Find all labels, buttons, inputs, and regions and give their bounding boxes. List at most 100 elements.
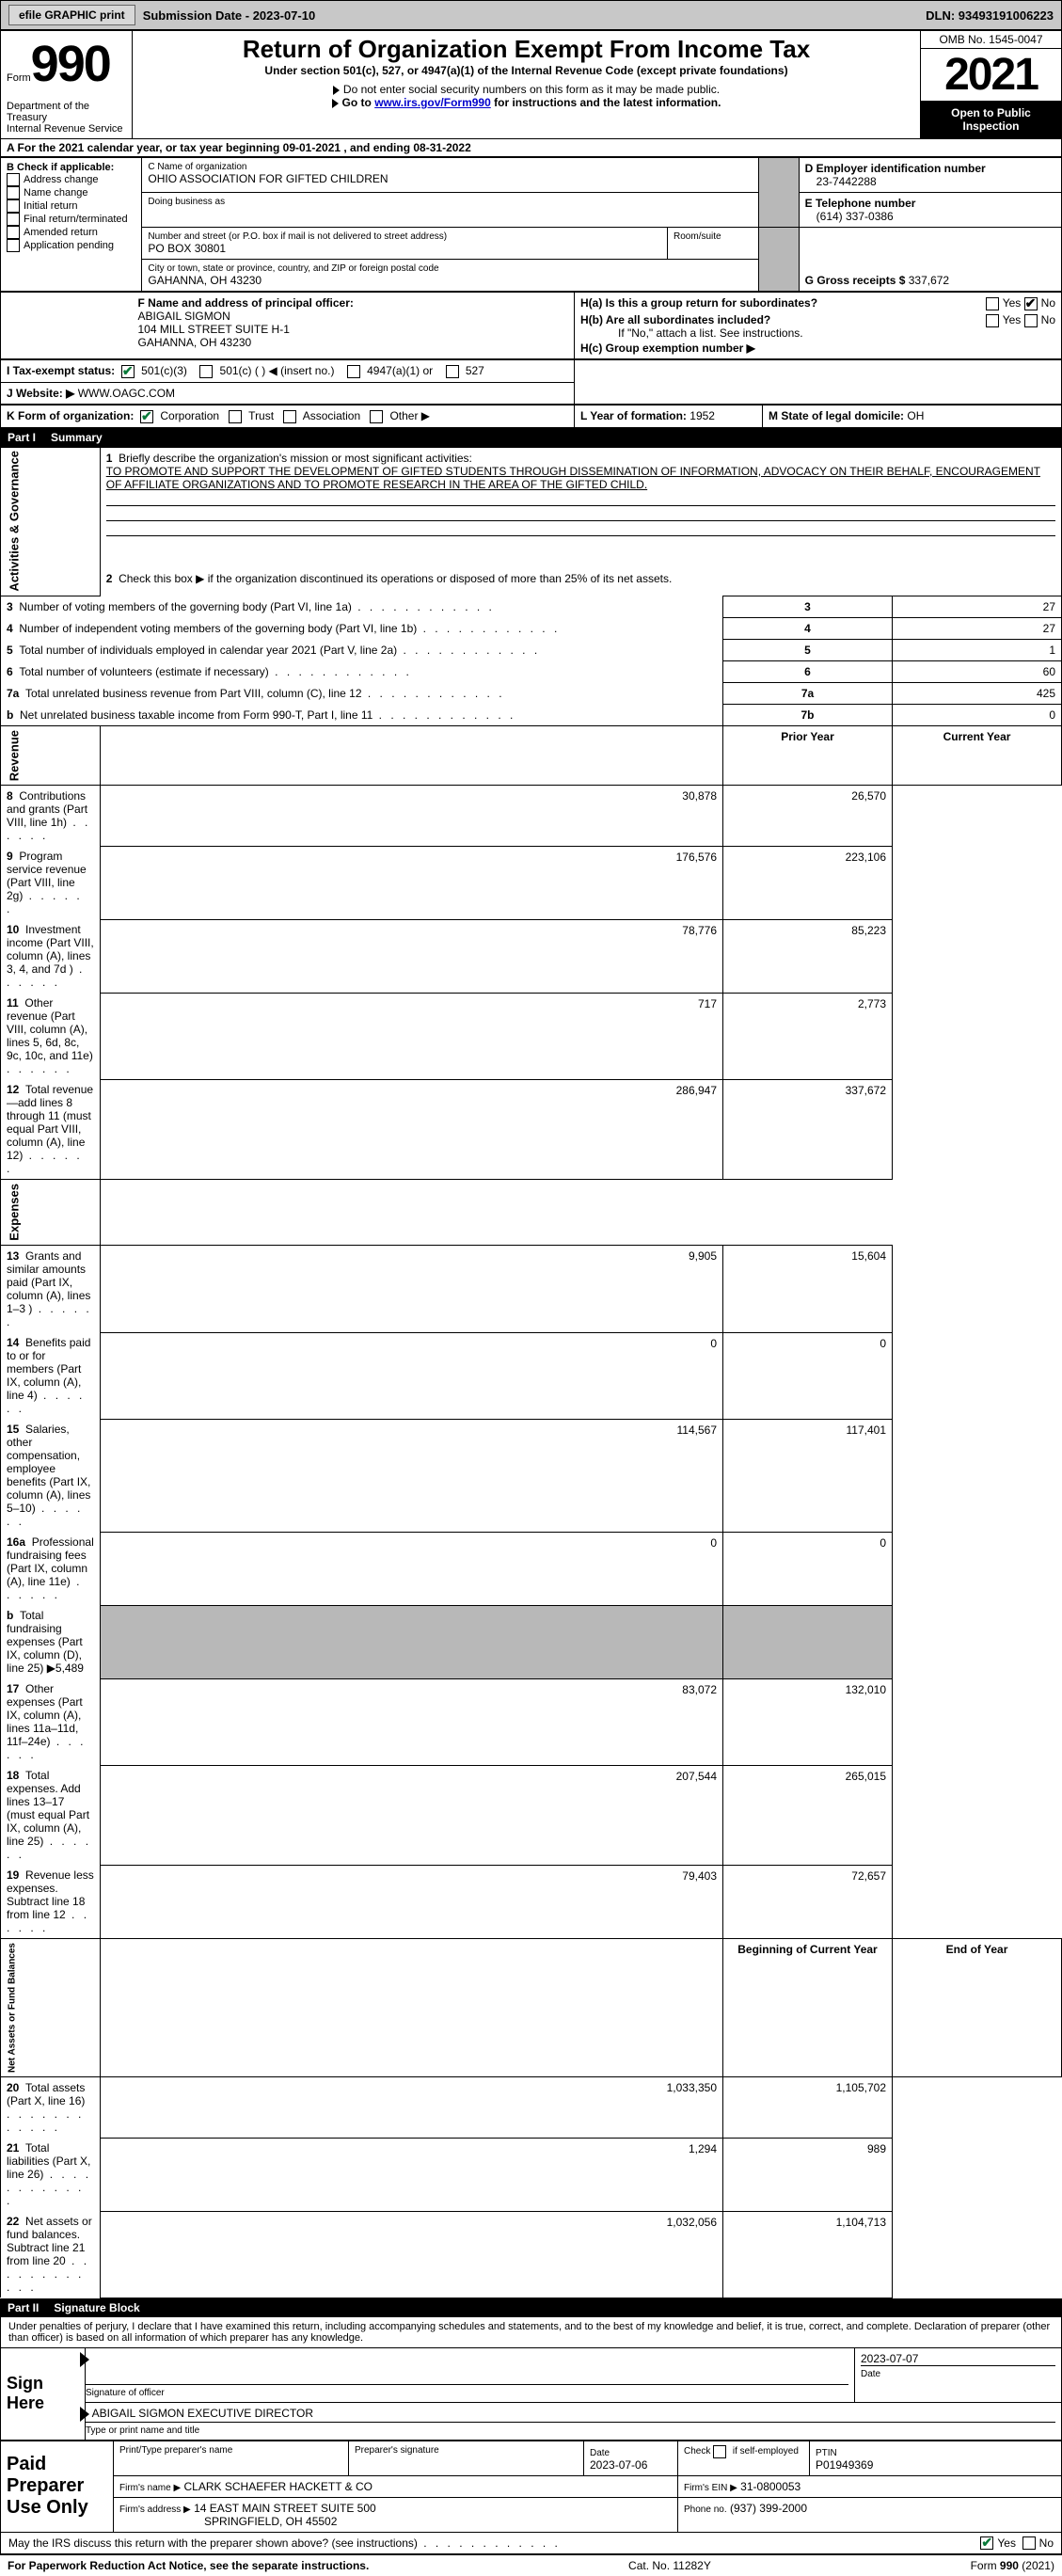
h-a-row: H(a) Is this a group return for subordin… [580, 296, 1055, 310]
prep-date-value: 2023-07-06 [590, 2458, 647, 2472]
penalties-text: Under penalties of perjury, I declare th… [0, 2317, 1062, 2347]
self-emp-label: Check if self-employed [684, 2446, 799, 2457]
form-org-checkbox[interactable] [370, 410, 383, 423]
open-inspection-badge: Open to Public Inspection [921, 101, 1061, 138]
ptin-label: PTIN [816, 2448, 837, 2458]
sign-here-label: Sign Here [1, 2347, 86, 2440]
h-a-yes-checkbox[interactable] [986, 297, 999, 310]
website-value: WWW.OAGC.COM [78, 387, 175, 400]
cat-number: Cat. No. 11282Y [628, 2559, 711, 2572]
entity-info-block: B Check if applicable: Address changeNam… [0, 157, 1062, 292]
gross-receipts-value: 337,672 [909, 274, 949, 287]
firm-name-label: Firm's name ▶ [119, 2483, 181, 2493]
activities-governance-label: Activities & Governance [1, 447, 101, 596]
state-domicile-label: M State of legal domicile: [769, 409, 904, 422]
firm-ein-value: 31-0800053 [740, 2480, 800, 2493]
h-b-yes-checkbox[interactable] [986, 314, 999, 327]
tax-year: 2021 [921, 49, 1061, 101]
b-checkbox[interactable] [7, 199, 20, 213]
city-label: City or town, state or province, country… [148, 263, 752, 274]
h-b-label: H(b) Are all subordinates included? [580, 313, 770, 326]
efile-print-button[interactable]: efile GRAPHIC print [8, 5, 135, 25]
omb-number: OMB No. 1545-0047 [921, 31, 1061, 49]
form-org-checkbox[interactable] [283, 410, 296, 423]
dln-number: DLN: 93493191006223 [926, 8, 1054, 23]
dba-value [148, 207, 752, 218]
form-title: Return of Organization Exempt From Incom… [138, 35, 914, 64]
firm-ein-label: Firm's EIN ▶ [684, 2483, 737, 2493]
q1-mission-text: TO PROMOTE AND SUPPORT THE DEVELOPMENT O… [106, 465, 1040, 491]
expenses-label: Expenses [1, 1180, 101, 1246]
room-label: Room/suite [674, 231, 753, 242]
sig-date-label: Date [861, 2369, 880, 2379]
b-checkbox[interactable] [7, 226, 20, 239]
form-org-checkbox[interactable] [140, 410, 153, 423]
officer-typed-name: ABIGAIL SIGMON EXECUTIVE DIRECTOR [92, 2407, 313, 2420]
arrow-icon [332, 99, 339, 108]
part-i-table: Activities & Governance 1 Briefly descri… [0, 447, 1062, 2298]
form-org-block: K Form of organization: Corporation Trus… [0, 405, 1062, 428]
b-checkbox[interactable] [7, 173, 20, 186]
section-a: A For the 2021 calendar year, or tax yea… [0, 139, 1062, 157]
footer: For Paperwork Reduction Act Notice, see … [0, 2554, 1062, 2576]
ein-label: D Employer identification number [805, 162, 1055, 175]
begin-year-header: Beginning of Current Year [723, 1939, 893, 2077]
self-emp-checkbox[interactable] [713, 2445, 726, 2458]
street-label: Number and street (or P.O. box if mail i… [148, 231, 661, 242]
paid-preparer-block: Paid Preparer Use Only Print/Type prepar… [0, 2441, 1062, 2533]
current-year-header: Current Year [893, 726, 1062, 786]
phone-value: (614) 337-0386 [805, 210, 1055, 223]
h-c-label: H(c) Group exemption number ▶ [580, 342, 1055, 355]
h-a-label: H(a) Is this a group return for subordin… [580, 296, 817, 310]
year-formation-label: L Year of formation: [580, 409, 687, 422]
phone-label: E Telephone number [805, 197, 1055, 210]
prep-date-label: Date [590, 2448, 610, 2458]
sig-officer-label: Signature of officer [86, 2388, 165, 2398]
form-org-checkbox[interactable] [229, 410, 242, 423]
paperwork-notice: For Paperwork Reduction Act Notice, see … [8, 2559, 369, 2572]
q2-text: Check this box ▶ if the organization dis… [119, 572, 672, 585]
signature-notch-icon [80, 2352, 89, 2367]
discuss-yes-checkbox[interactable] [980, 2536, 993, 2550]
part-ii-num: Part II [8, 2301, 39, 2314]
b-checkbox[interactable] [7, 186, 20, 199]
form-subtitle: Under section 501(c), 527, or 4947(a)(1)… [138, 64, 914, 77]
street-value: PO BOX 30801 [148, 242, 661, 255]
q1-label: Briefly describe the organization's miss… [119, 452, 472, 465]
org-name-label: C Name of organization [148, 162, 752, 172]
goto-line: Go to www.irs.gov/Form990 for instructio… [138, 96, 914, 109]
gross-receipts-label: G Gross receipts $ [805, 274, 906, 287]
officer-name: ABIGAIL SIGMON [138, 310, 569, 323]
officer-addr2: GAHANNA, OH 43230 [138, 336, 569, 349]
dept-label: Department of the Treasury Internal Reve… [7, 101, 126, 135]
prep-name-label: Print/Type preparer's name [119, 2445, 342, 2456]
discuss-no-checkbox[interactable] [1022, 2536, 1036, 2550]
irs-link[interactable]: www.irs.gov/Form990 [374, 96, 491, 109]
h-b-row: H(b) Are all subordinates included? Yes … [580, 313, 1055, 326]
city-value: GAHANNA, OH 43230 [148, 274, 752, 287]
b-checkbox[interactable] [7, 213, 20, 226]
website-label: J Website: ▶ [7, 387, 74, 400]
org-name: OHIO ASSOCIATION FOR GIFTED CHILDREN [148, 172, 752, 185]
tax-status-checkbox[interactable] [347, 365, 360, 378]
form-label: Form990 [7, 72, 110, 84]
form-number: 990 [31, 36, 110, 92]
net-assets-label: Net Assets or Fund Balances [1, 1939, 101, 2077]
state-domicile-value: OH [907, 409, 924, 422]
h-a-no-checkbox[interactable] [1024, 297, 1038, 310]
tax-status-label: I Tax-exempt status: [7, 364, 115, 377]
type-name-label: Type or print name and title [86, 2425, 199, 2436]
tax-status-checkbox[interactable] [121, 365, 135, 378]
officer-addr1: 104 MILL STREET SUITE H-1 [138, 323, 569, 336]
toolbar: efile GRAPHIC print Submission Date - 20… [0, 0, 1062, 30]
discuss-row: May the IRS discuss this return with the… [0, 2533, 1062, 2554]
tax-status-checkbox[interactable] [199, 365, 213, 378]
tax-status-checkbox[interactable] [446, 365, 459, 378]
submission-date: Submission Date - 2023-07-10 [143, 8, 316, 23]
firm-addr2: SPRINGFIELD, OH 45502 [204, 2515, 337, 2528]
shaded-spacer [758, 158, 799, 228]
section-b-label: B Check if applicable: [7, 162, 135, 173]
b-checkbox[interactable] [7, 239, 20, 252]
year-formation-value: 1952 [690, 409, 715, 422]
h-b-no-checkbox[interactable] [1024, 314, 1038, 327]
